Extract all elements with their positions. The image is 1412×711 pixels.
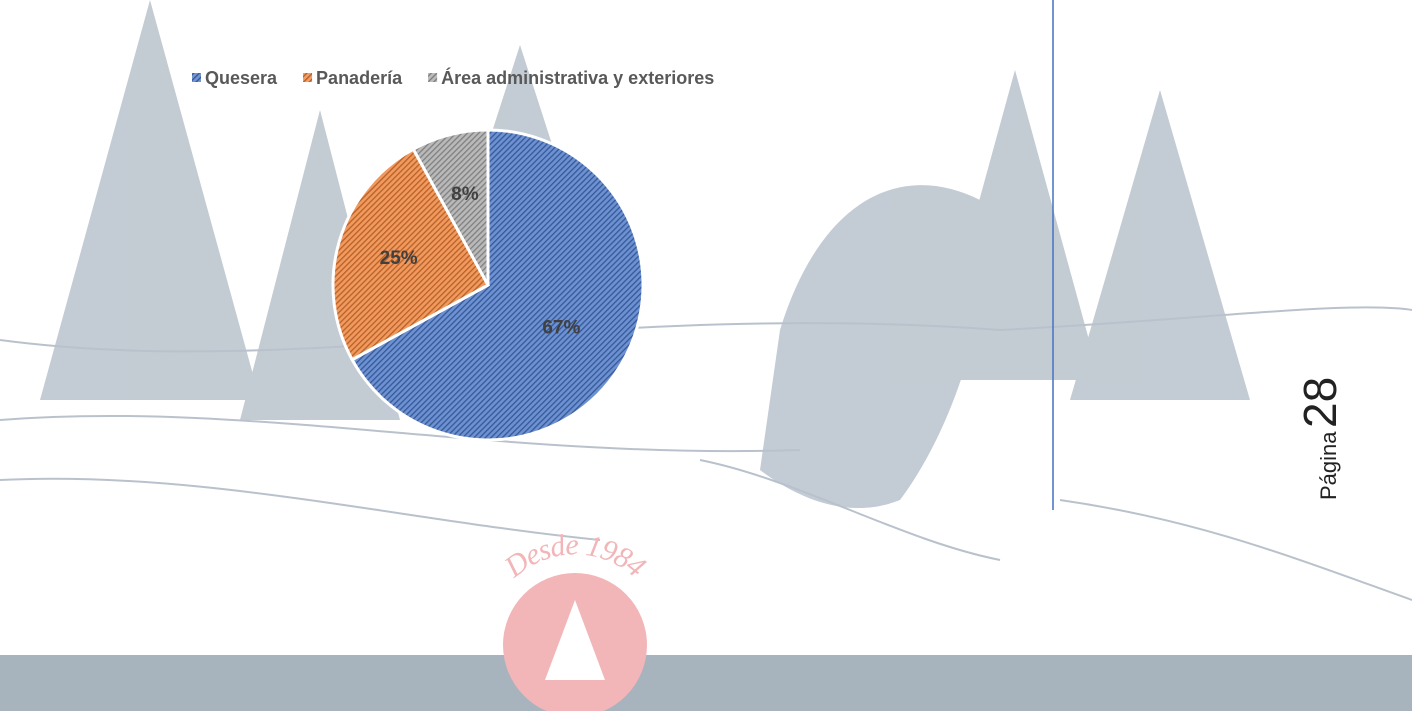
data-label: 67% [542, 317, 580, 338]
legend-label: Quesera [205, 68, 278, 88]
data-label: 25% [380, 248, 418, 269]
legend-swatch-hatch [428, 73, 437, 82]
legend-label: Panadería [316, 68, 403, 88]
page-label: Página [1316, 431, 1341, 500]
page-number-value: 28 [1294, 377, 1346, 428]
legend-label: Área administrativa y exteriores [441, 67, 714, 88]
legend-swatch-hatch [303, 73, 312, 82]
footer-band [0, 655, 1412, 711]
page: Desde 1984 Página 28 QueseraPanaderíaÁre… [0, 0, 1412, 711]
data-label: 8% [451, 184, 479, 205]
legend-swatch-hatch [192, 73, 201, 82]
document-page: Desde 1984 Página 28 QueseraPanaderíaÁre… [0, 0, 1412, 711]
page-number: Página 28 [1294, 377, 1346, 500]
